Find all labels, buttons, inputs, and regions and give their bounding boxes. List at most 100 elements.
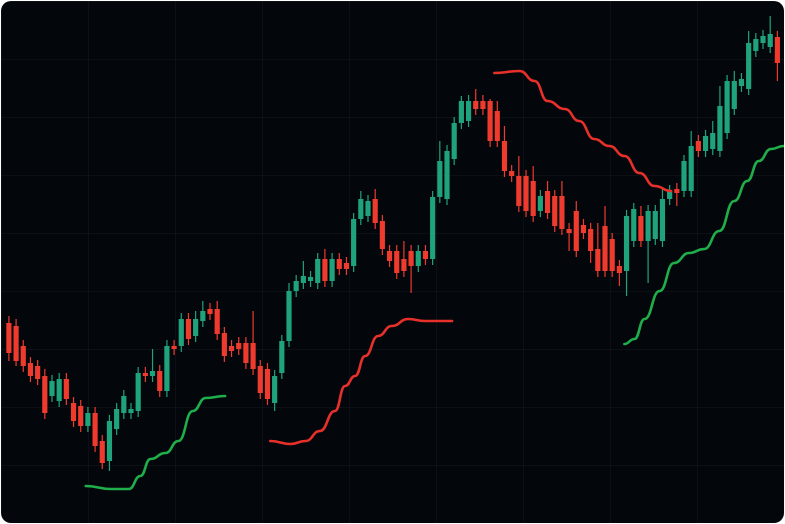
candle-body — [451, 123, 457, 159]
candle-body — [365, 201, 371, 216]
candle-body — [149, 371, 156, 376]
candle-body — [336, 259, 342, 269]
candle-body — [674, 189, 680, 193]
candle-body — [329, 259, 335, 281]
candle-body — [681, 161, 687, 191]
candle-body — [228, 346, 235, 351]
candle-body — [638, 216, 644, 241]
candle-body — [358, 199, 364, 219]
candle-body — [272, 376, 278, 403]
candle-body — [631, 209, 637, 241]
trend-line — [84, 394, 227, 491]
candle-body — [42, 376, 48, 413]
candle-body — [286, 291, 292, 341]
candle-body — [85, 413, 91, 426]
candle-body — [27, 363, 34, 376]
candle-body — [70, 403, 77, 421]
candle-body — [659, 199, 666, 241]
candle-body — [63, 379, 69, 399]
candle-body — [430, 197, 436, 259]
candle-body — [552, 196, 558, 226]
candle-body — [473, 101, 479, 109]
candle-body — [157, 371, 163, 391]
candle-body — [760, 36, 766, 43]
candle-body — [746, 43, 752, 89]
candle-body — [516, 176, 522, 206]
candle-body — [293, 281, 299, 291]
candle-body — [128, 409, 134, 413]
candle-body — [523, 176, 529, 211]
candle-body — [92, 413, 98, 446]
candle-body — [114, 409, 120, 429]
trend-line — [269, 317, 454, 446]
candle-body — [99, 441, 105, 463]
candle-body — [49, 381, 55, 396]
candle-body — [178, 319, 184, 346]
candle-body — [731, 81, 737, 109]
candle-body — [738, 79, 745, 86]
candle-body — [609, 239, 615, 271]
candle-body — [695, 141, 701, 151]
candle-body — [35, 366, 41, 379]
candle-body — [343, 263, 350, 269]
candle-body — [724, 81, 730, 133]
candle-body — [465, 101, 472, 121]
candle-body — [667, 191, 673, 199]
candle-body — [774, 37, 780, 63]
candle-body — [401, 259, 407, 271]
candle-body — [580, 225, 587, 233]
candle-body — [602, 226, 608, 271]
candle-body — [207, 309, 213, 314]
candle-body — [422, 251, 429, 259]
candle-body — [437, 161, 443, 197]
candle-body — [164, 346, 170, 391]
candle-body — [652, 211, 658, 239]
candle-body — [494, 111, 500, 141]
candle-body — [6, 323, 12, 353]
candle-body — [307, 277, 314, 281]
candle-body — [702, 136, 709, 151]
candle-body — [243, 343, 249, 363]
candle-body — [480, 101, 486, 109]
candle-body — [408, 251, 414, 266]
candle-body — [142, 373, 148, 376]
candle-body — [13, 326, 19, 361]
candle-body — [379, 221, 385, 249]
candle-body — [573, 211, 579, 251]
candle-body — [588, 229, 594, 251]
candle-body — [322, 259, 328, 281]
candle-body — [300, 276, 306, 283]
trend-line — [623, 144, 784, 346]
candle-body — [351, 219, 357, 266]
candle-body — [559, 196, 565, 229]
candle-body — [193, 319, 199, 336]
candle-body — [645, 211, 651, 241]
candle-body — [78, 406, 84, 426]
candle-body — [595, 249, 601, 271]
candle-body — [236, 343, 242, 349]
candle-body — [121, 396, 127, 413]
candle-body — [185, 319, 192, 339]
candle-body — [444, 151, 450, 199]
candle-body — [264, 369, 271, 399]
candle-body — [753, 39, 759, 51]
candle-body — [257, 366, 263, 393]
candle-body — [221, 333, 227, 356]
candle-body — [530, 181, 536, 216]
candle-body — [767, 34, 773, 47]
candle-body — [135, 373, 141, 411]
candle-body — [566, 229, 572, 233]
candle-body — [537, 196, 543, 211]
candle-body — [171, 346, 177, 349]
candle-body — [315, 259, 321, 283]
candle-body — [56, 379, 62, 401]
candle-body — [487, 101, 493, 141]
candle-body — [415, 251, 421, 266]
candle-body — [717, 106, 723, 151]
candle-body — [616, 266, 622, 273]
candle-body — [509, 171, 515, 176]
trend-line — [493, 69, 673, 193]
